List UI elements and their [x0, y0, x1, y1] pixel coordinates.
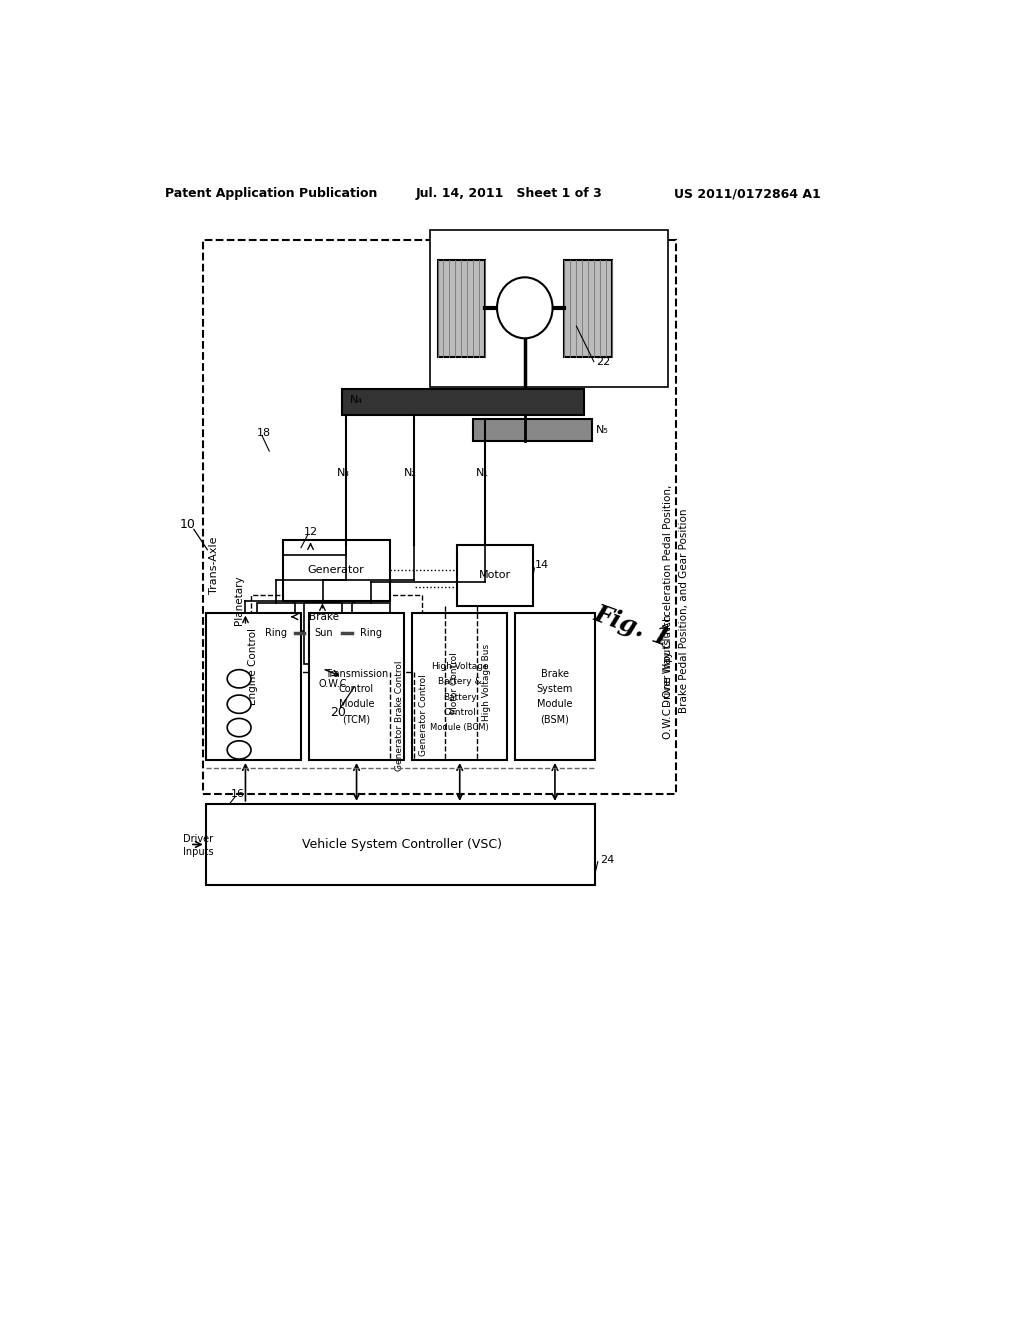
Text: N₃: N₃ — [337, 469, 350, 478]
Text: Patent Application Publication: Patent Application Publication — [165, 187, 377, 201]
Text: 16: 16 — [231, 788, 245, 799]
Text: Control: Control — [339, 684, 374, 694]
Text: N₅: N₅ — [596, 425, 609, 434]
Text: (BSM): (BSM) — [541, 714, 569, 725]
Text: Transmission: Transmission — [325, 669, 388, 678]
Text: Brake: Brake — [309, 611, 339, 622]
Text: Engine Control: Engine Control — [249, 628, 258, 705]
Text: Brake: Brake — [541, 669, 569, 678]
Text: Jul. 14, 2011   Sheet 1 of 3: Jul. 14, 2011 Sheet 1 of 3 — [416, 187, 602, 201]
Text: Motor Control: Motor Control — [451, 652, 460, 714]
Text: Driver Inputs - Acceleration Pedal Position,: Driver Inputs - Acceleration Pedal Posit… — [663, 484, 673, 706]
Text: Control: Control — [443, 708, 476, 717]
FancyBboxPatch shape — [342, 389, 585, 414]
Text: N₁: N₁ — [475, 469, 488, 478]
FancyBboxPatch shape — [458, 545, 532, 606]
FancyBboxPatch shape — [564, 260, 612, 356]
Text: N₄: N₄ — [350, 395, 364, 405]
Text: Battery: Battery — [443, 693, 476, 702]
FancyBboxPatch shape — [309, 612, 404, 760]
Text: System: System — [537, 684, 573, 694]
Text: Module (BCM): Module (BCM) — [430, 723, 489, 733]
Text: 20: 20 — [331, 706, 346, 719]
FancyBboxPatch shape — [257, 602, 296, 664]
Text: 24: 24 — [600, 855, 614, 865]
FancyBboxPatch shape — [283, 540, 390, 601]
FancyBboxPatch shape — [437, 260, 485, 356]
Text: High-Voltage: High-Voltage — [431, 663, 488, 671]
Text: N₂: N₂ — [404, 469, 417, 478]
Ellipse shape — [227, 696, 251, 713]
Text: Fig. 1: Fig. 1 — [591, 601, 674, 651]
Text: Sun: Sun — [314, 628, 333, 638]
FancyBboxPatch shape — [304, 602, 342, 664]
Text: Ring: Ring — [265, 628, 288, 638]
Ellipse shape — [227, 669, 251, 688]
FancyBboxPatch shape — [206, 612, 301, 760]
Text: Ring: Ring — [359, 628, 382, 638]
Text: O.W.C - One Way Clutch: O.W.C - One Way Clutch — [663, 614, 673, 739]
Ellipse shape — [497, 277, 553, 338]
FancyBboxPatch shape — [430, 230, 668, 387]
Text: Brake Pedal Position, and Gear Position: Brake Pedal Position, and Gear Position — [679, 508, 688, 713]
Text: Module: Module — [339, 700, 375, 709]
Text: 12: 12 — [304, 528, 318, 537]
Text: (TCM): (TCM) — [342, 714, 371, 725]
Ellipse shape — [227, 718, 251, 737]
Text: Motor: Motor — [478, 570, 511, 579]
FancyBboxPatch shape — [412, 612, 507, 760]
FancyBboxPatch shape — [515, 612, 595, 760]
Text: High Voltage Bus: High Voltage Bus — [482, 644, 492, 722]
Text: 14: 14 — [536, 560, 549, 570]
Text: 18: 18 — [257, 428, 270, 438]
FancyBboxPatch shape — [206, 804, 595, 886]
Text: Trans-Axle: Trans-Axle — [209, 536, 219, 594]
Text: Inputs: Inputs — [182, 846, 213, 857]
Text: Driver: Driver — [182, 834, 213, 845]
Text: Generator: Generator — [307, 565, 365, 576]
FancyBboxPatch shape — [293, 602, 355, 631]
Text: US 2011/0172864 A1: US 2011/0172864 A1 — [674, 187, 820, 201]
Text: Planetary: Planetary — [234, 576, 244, 626]
FancyBboxPatch shape — [473, 418, 592, 441]
FancyBboxPatch shape — [352, 602, 390, 664]
Text: Generator Control: Generator Control — [419, 675, 428, 756]
Text: Module: Module — [538, 700, 572, 709]
Ellipse shape — [227, 741, 251, 759]
Text: Vehicle System Controller (VSC): Vehicle System Controller (VSC) — [302, 838, 502, 851]
Text: 10: 10 — [179, 517, 196, 531]
Text: O.W.C: O.W.C — [318, 678, 347, 689]
Text: Battery &: Battery & — [438, 677, 481, 686]
Text: Generator Brake Control: Generator Brake Control — [395, 660, 403, 771]
Text: 22: 22 — [596, 356, 610, 367]
